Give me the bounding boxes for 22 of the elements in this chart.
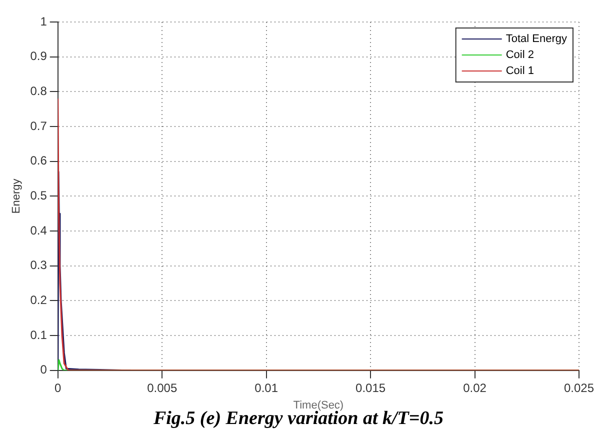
legend-label: Total Energy: [506, 33, 568, 46]
y-tick-label: 0.5: [30, 188, 48, 203]
x-tick-label: 0.025: [564, 380, 594, 395]
y-tick-label: 0.6: [30, 154, 48, 168]
y-tick-label: 0: [40, 362, 48, 377]
x-tick-label: 0.02: [463, 380, 487, 395]
y-tick-label: 0.4: [30, 223, 48, 238]
y-tick-label: 0.1: [30, 328, 48, 342]
y-tick-label: 1: [40, 14, 48, 28]
y-tick-label: 0.3: [30, 258, 48, 272]
y-tick-label: 0.7: [30, 118, 48, 133]
x-tick-label: 0.015: [356, 380, 386, 395]
x-tick-label: 0.01: [254, 380, 278, 395]
y-tick-label: 0.9: [30, 49, 48, 64]
y-tick-label: 0.2: [30, 293, 48, 308]
x-tick-label: 0.005: [147, 380, 178, 395]
x-tick-label: 0: [54, 380, 62, 395]
legend-label: Coil 2: [506, 49, 534, 62]
x-axis-title: Time(Sec): [293, 399, 344, 412]
legend-label: Coil 1: [506, 65, 534, 78]
y-tick-label: 0.8: [30, 84, 48, 98]
y-axis-title: Energy: [10, 178, 23, 214]
